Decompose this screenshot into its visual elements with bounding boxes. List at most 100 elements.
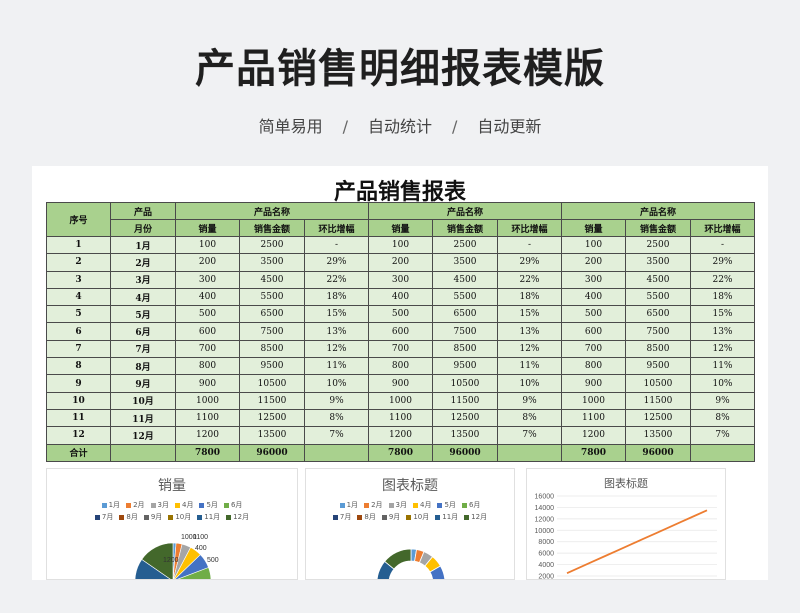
cell-mom: 9% [497, 391, 562, 410]
spreadsheet-preview: 产品销售报表 序号 产品 产品名称 产品名称 产品名称 月份 销量 销售金额 环… [32, 166, 768, 580]
pie-slice[interactable] [141, 542, 174, 580]
cell-amount: 4500 [625, 270, 691, 289]
header-qty: 销量 [175, 219, 240, 237]
cell-qty: 400 [368, 287, 433, 307]
series-line[interactable] [566, 509, 708, 574]
y-tick-label: 2000 [538, 574, 554, 581]
cell-month: 4月 [110, 287, 176, 307]
cell-qty: 1200 [175, 426, 240, 445]
table-row: 12 12月 1200 13500 7% 1200 13500 7% 1200 13500 7% [46, 426, 755, 445]
legend-label: 4月 [420, 501, 432, 509]
legend-item: 4月 [175, 500, 193, 510]
header-amount: 销售金额 [239, 219, 305, 237]
table-row: 11 11月 1100 12500 8% 1100 12500 8% 1100 12500 8% [46, 408, 755, 428]
cell-seq: 8 [46, 357, 111, 376]
y-tick-label: 4000 [538, 562, 554, 569]
page-title: 产品销售明细报表模版 [195, 46, 605, 92]
legend-label: 3月 [395, 501, 407, 509]
table-row: 1 1月 100 2500-100 2500-100 2500- [46, 235, 755, 255]
legend-item: 1月 [101, 500, 120, 510]
total-qty: 7800 [561, 443, 626, 462]
pie-data-label: 400 [195, 545, 207, 552]
cell-month: 3月 [110, 270, 176, 289]
cell-qty: 900 [368, 374, 433, 393]
legend-label: 10月 [413, 513, 430, 521]
legend-item: 8月 [357, 512, 376, 522]
line-chart-card[interactable]: 图表标题 16000 14000 12000 10000 8000 6000 4000 200… [526, 468, 726, 580]
header-month: 月份 [110, 219, 176, 237]
cell-amount: 9500 [239, 357, 305, 376]
cell-mom: 13% [304, 322, 369, 341]
cell-amount: 4500 [432, 270, 498, 289]
legend-swatch [464, 514, 470, 520]
legend-swatch [197, 514, 203, 520]
cell-mom: 13% [690, 322, 755, 341]
cell-month: 9月 [110, 374, 176, 393]
table-row: 9 9月 900 10500 10% 900 10500 10% 900 10500 10% [46, 374, 755, 393]
total-qty: 7800 [175, 443, 240, 462]
cell-seq: 4 [46, 287, 111, 307]
legend-label: 12月 [233, 513, 250, 521]
pie-chart-card[interactable]: 销量 1月 2月 3月 4月 5月 6月 7月 8月 9月 10月 11月 12月 1000 1100 1… [46, 468, 298, 580]
legend-item: 3月 [388, 500, 407, 510]
cell-mom: 18% [497, 287, 562, 307]
cell-month: 10月 [110, 391, 176, 410]
cell-seq: 6 [46, 322, 111, 341]
total-blank [690, 443, 755, 462]
cell-qty: 1000 [561, 391, 626, 410]
y-tick-label: 16000 [535, 494, 555, 501]
cell-seq: 9 [46, 374, 111, 393]
table-row: 10 10月 1000 11500 9% 1000 11500 9% 1000 11500 9% [46, 391, 755, 410]
y-tick-label: 14000 [535, 505, 555, 512]
cell-amount: 12500 [432, 408, 498, 428]
pie-slice[interactable] [173, 567, 212, 580]
total-blank [110, 443, 176, 462]
cell-amount: 5500 [625, 287, 691, 307]
cell-amount: 3500 [239, 253, 305, 272]
legend-label: 8月 [364, 513, 376, 521]
legend-item: 2月 [364, 500, 383, 510]
cell-mom: - [497, 235, 562, 255]
legend-swatch [94, 514, 100, 520]
cell-mom: 8% [304, 408, 369, 428]
cell-amount: 11500 [239, 391, 305, 410]
cell-qty: 500 [561, 305, 626, 324]
header-seq: 序号 [46, 202, 111, 237]
pie-legend: 1月 2月 3月 4月 5月 6月 7月 8月 9月 10月 11月 12月 [87, 499, 257, 523]
cell-seq: 1 [46, 235, 111, 255]
cell-qty: 200 [368, 253, 433, 272]
cell-month: 6月 [110, 322, 176, 341]
total-blank [304, 443, 369, 462]
legend-item: 1月 [339, 500, 359, 510]
cell-amount: 2500 [625, 235, 691, 255]
cell-qty: 100 [561, 235, 626, 255]
donut-segment[interactable] [429, 565, 446, 580]
cell-amount: 13500 [432, 426, 498, 445]
legend-item: 9月 [381, 512, 400, 522]
cell-amount: 12500 [625, 408, 691, 428]
donut-segment[interactable] [384, 548, 412, 570]
legend-swatch [435, 514, 441, 520]
legend-item: 5月 [437, 500, 456, 510]
table-row: 5 5月 500 6500 15% 500 6500 15% 500 6500 15% [46, 305, 755, 324]
cell-month: 11月 [110, 408, 176, 428]
cell-amount: 8500 [239, 339, 305, 359]
total-row: 合计 7800 96000 7800 96000 7800 96000 [46, 443, 755, 462]
cell-qty: 300 [368, 270, 433, 289]
cell-qty: 1100 [368, 408, 433, 428]
cell-mom: 22% [304, 270, 369, 289]
cell-seq: 2 [46, 253, 111, 272]
cell-qty: 1200 [561, 426, 626, 445]
header-product-name: 产品名称 [175, 202, 369, 220]
cell-mom: 7% [304, 426, 369, 445]
donut-chart-card[interactable]: 图表标题 1月 2月 3月 4月 5月 6月 7月 8月 9月 10月 11月 12月 [305, 468, 515, 580]
cell-mom: 7% [690, 426, 755, 445]
legend-label: 2月 [371, 501, 383, 509]
legend-item: 9月 [143, 512, 162, 522]
cell-qty: 800 [175, 357, 240, 376]
cell-qty: 1100 [561, 408, 626, 428]
cell-qty: 400 [175, 287, 240, 307]
legend-label: 1月 [346, 501, 359, 509]
cell-amount: 7500 [432, 322, 498, 341]
cell-seq: 12 [46, 426, 111, 445]
